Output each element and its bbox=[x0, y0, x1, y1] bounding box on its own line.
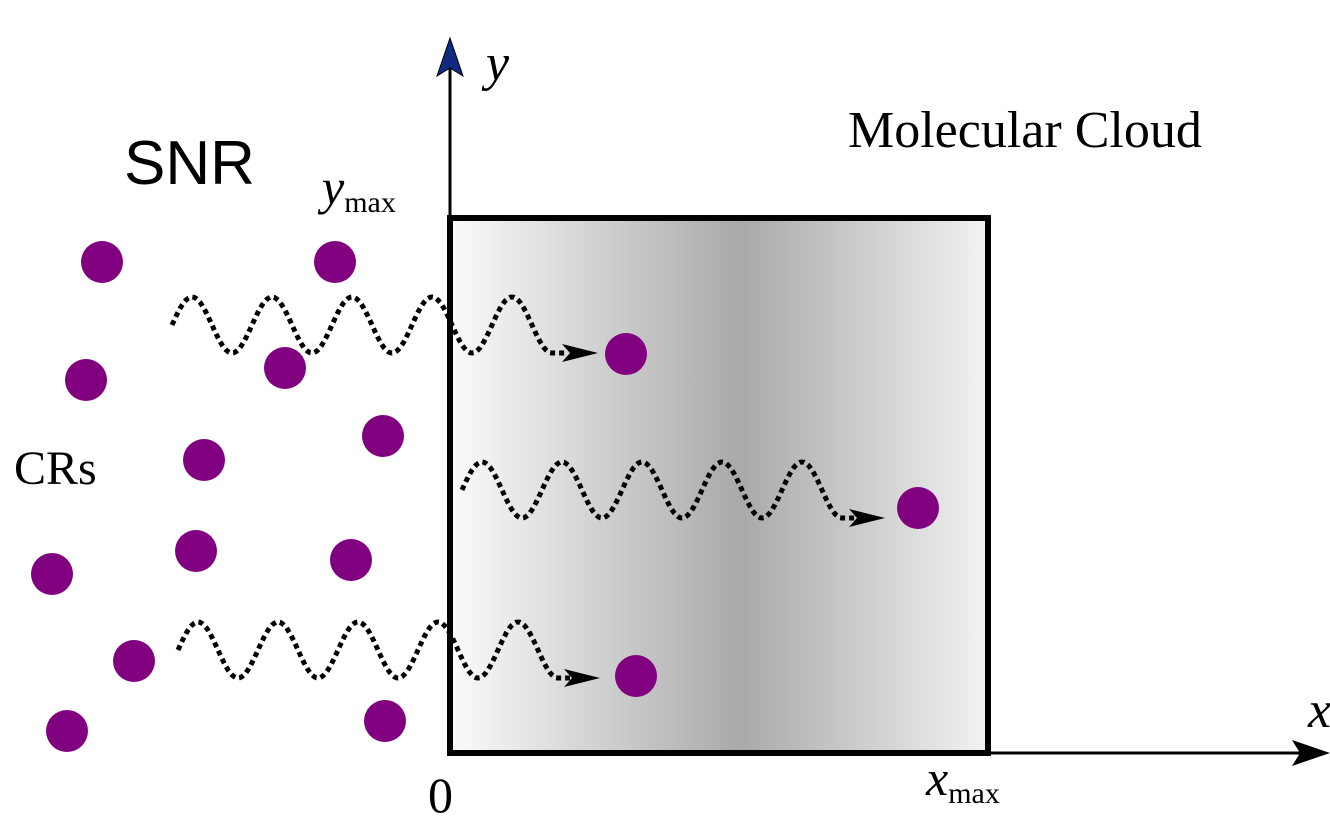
cosmic-ray bbox=[46, 710, 88, 752]
y-max-symbol: y bbox=[317, 159, 345, 215]
cosmic-ray bbox=[364, 700, 406, 742]
cosmic-ray bbox=[615, 655, 657, 697]
cosmic-ray bbox=[897, 487, 939, 529]
y-max-label: ymax bbox=[317, 159, 396, 219]
cosmic-ray bbox=[362, 415, 404, 457]
x-max-symbol: x bbox=[925, 750, 948, 806]
cosmic-ray bbox=[31, 553, 73, 595]
cr-wave bbox=[169, 294, 568, 356]
cosmic-ray bbox=[183, 439, 225, 481]
snr-label: SNR bbox=[124, 129, 255, 198]
cosmic-rays bbox=[31, 241, 939, 752]
cosmic-ray bbox=[65, 359, 107, 401]
cr-arrowhead bbox=[849, 509, 885, 527]
y-max-subscript: max bbox=[344, 186, 396, 219]
cosmic-ray bbox=[264, 347, 306, 389]
x-max-label: xmax bbox=[925, 750, 1000, 810]
crs-label: CRs bbox=[14, 442, 97, 495]
cr-arrowhead bbox=[562, 344, 598, 362]
y-axis-label: y bbox=[481, 35, 510, 92]
y-axis-arrow bbox=[436, 36, 464, 78]
cosmic-ray bbox=[314, 241, 356, 283]
cosmic-ray bbox=[330, 539, 372, 581]
cr-wave bbox=[459, 459, 855, 521]
cosmic-ray bbox=[605, 333, 647, 375]
x-origin-label: 0 bbox=[428, 767, 453, 819]
x-axis-arrow bbox=[1292, 740, 1330, 766]
cloud-label: Molecular Cloud bbox=[848, 102, 1202, 159]
x-axis-label: x bbox=[1307, 682, 1330, 739]
cosmic-ray bbox=[175, 530, 217, 572]
cosmic-ray bbox=[113, 640, 155, 682]
cr-arrowhead bbox=[564, 669, 600, 687]
molecular-cloud-box bbox=[447, 215, 991, 756]
x-max-subscript: max bbox=[948, 777, 1000, 810]
cr-paths bbox=[169, 294, 885, 687]
cosmic-ray bbox=[81, 241, 123, 283]
cr-wave bbox=[175, 619, 570, 681]
